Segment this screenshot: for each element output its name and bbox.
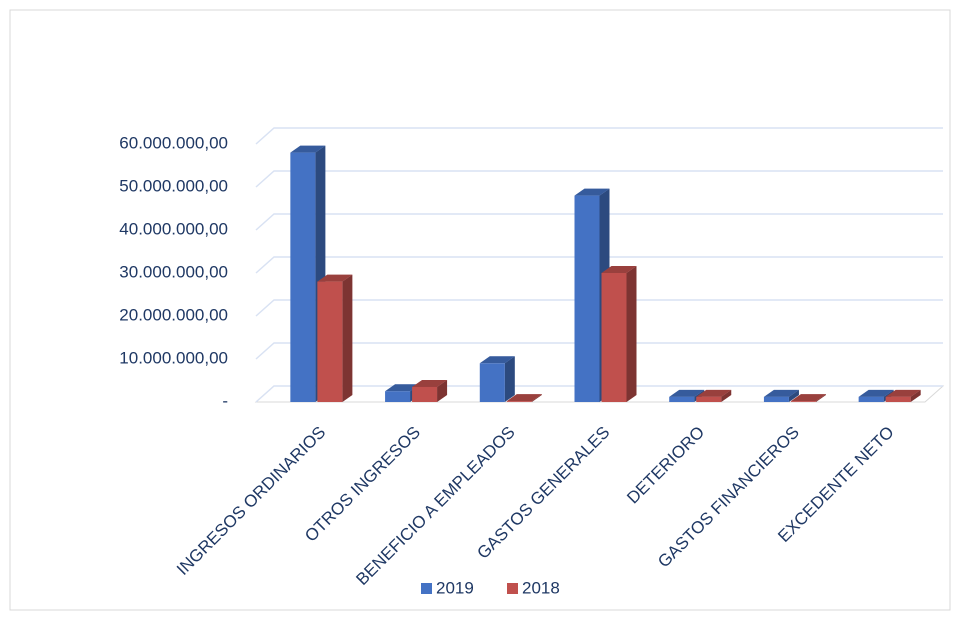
grid-line (255, 256, 943, 274)
bar-top-shade (669, 389, 705, 397)
bar-top-shade (385, 384, 421, 392)
bar-top (669, 389, 705, 397)
bar-side-shade (721, 389, 732, 402)
bar-top (696, 389, 732, 397)
legend-swatch (507, 583, 518, 594)
bar-side-shade (910, 389, 921, 402)
bar-top-shade (290, 145, 326, 153)
bar-top-shade (479, 356, 515, 364)
bar (290, 152, 316, 402)
bar-top (574, 188, 610, 196)
bar (669, 396, 695, 402)
bar-side (910, 389, 921, 402)
bar-top (885, 389, 921, 397)
bar-top-shade (763, 389, 799, 397)
y-tick-label: 10.000.000,00 (119, 348, 228, 367)
bar (790, 401, 816, 402)
bar-side-shade (626, 266, 637, 402)
y-tick-label: - (222, 391, 228, 410)
bar-side-shade (531, 394, 542, 402)
bar-side (788, 389, 799, 402)
bar-top (479, 356, 515, 364)
bar-side (721, 389, 732, 402)
bar (317, 281, 343, 402)
bar (574, 195, 600, 402)
grid-line (255, 342, 943, 360)
bar-side (437, 379, 448, 402)
y-tick-label: 30.000.000,00 (119, 262, 228, 281)
bar-top-shade (601, 266, 637, 273)
bar-top (790, 394, 826, 402)
bar-top (506, 394, 542, 402)
bar-top (385, 384, 421, 392)
bar-side-shade (437, 379, 448, 402)
y-tick-label: 60.000.000,00 (119, 133, 228, 152)
legend-label: 2019 (436, 578, 474, 597)
bar (885, 396, 911, 402)
grid-line (255, 170, 943, 188)
bar-side (815, 394, 826, 402)
y-tick-label: 20.000.000,00 (119, 305, 228, 324)
bar-top-shade (885, 389, 921, 397)
bar-top-shade (790, 394, 826, 402)
bar-top (601, 266, 637, 273)
grid-line (255, 213, 943, 231)
bar-top-shade (317, 274, 353, 282)
bar (385, 391, 411, 402)
legend-label: 2018 (522, 578, 560, 597)
bar-side (342, 274, 353, 402)
bar (763, 396, 789, 402)
bar-top (412, 379, 448, 387)
bar-top-shade (858, 389, 894, 397)
bar (858, 396, 884, 402)
bar-top-shade (412, 379, 448, 387)
bar (506, 401, 532, 402)
bar (696, 396, 722, 402)
legend-swatch (421, 583, 432, 594)
bar-top-shade (696, 389, 732, 397)
y-tick-label: 50.000.000,00 (119, 176, 228, 195)
chart-frame (9, 9, 951, 611)
bar-top (290, 145, 326, 153)
bar (412, 386, 438, 402)
bar (479, 363, 505, 402)
bar-side-shade (504, 356, 515, 402)
bar-side (531, 394, 542, 402)
grid-line (255, 127, 943, 145)
bar-top-shade (506, 394, 542, 402)
grid-line (255, 385, 943, 403)
bar-side (626, 266, 637, 402)
bar-side-shade (815, 394, 826, 402)
bar-side-shade (342, 274, 353, 402)
grid-line (255, 299, 943, 317)
bar-top (858, 389, 894, 397)
bar-top (317, 274, 353, 282)
y-tick-label: 40.000.000,00 (119, 219, 228, 238)
bar-top (763, 389, 799, 397)
bar-side-shade (788, 389, 799, 402)
bar (601, 273, 627, 402)
bar-side (504, 356, 515, 402)
bar-top-shade (574, 188, 610, 196)
